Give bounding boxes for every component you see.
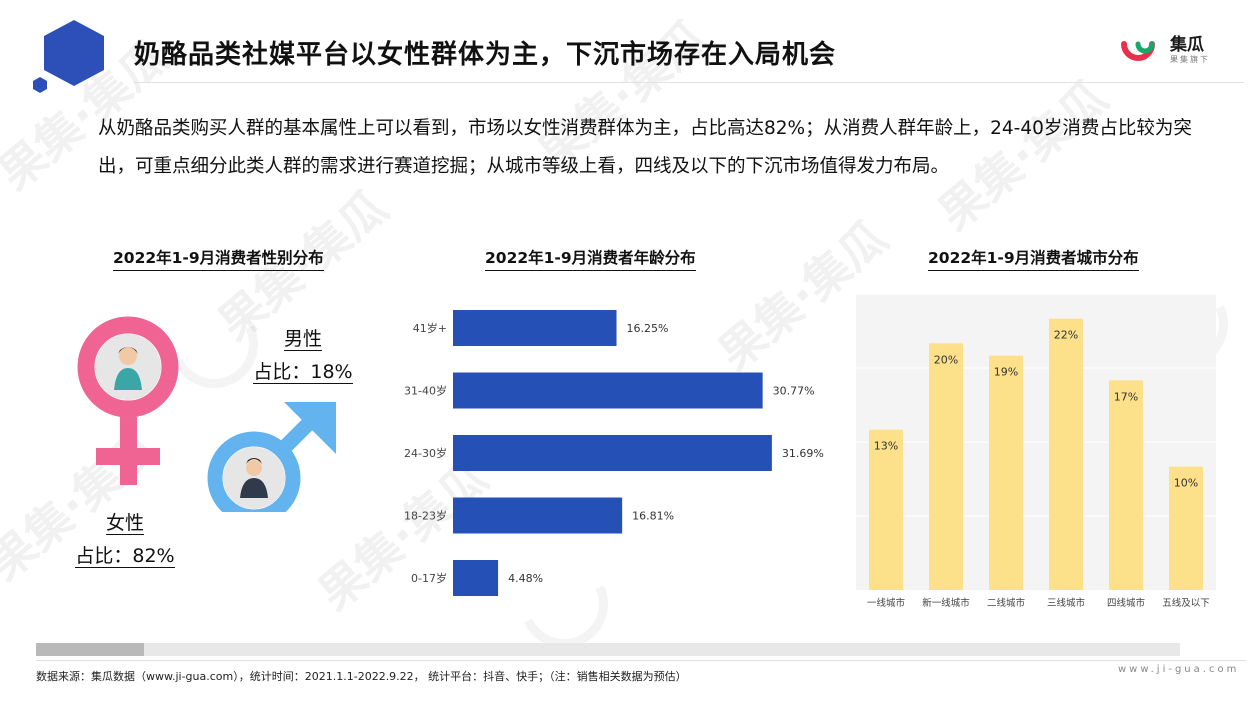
small-hexagon-icon <box>33 77 47 93</box>
city-category-label: 一线城市 <box>867 597 906 609</box>
title-divider <box>134 82 1244 83</box>
age-value-label: 16.25% <box>627 322 669 335</box>
age-value-label: 4.48% <box>508 572 543 585</box>
city-bar <box>1049 318 1083 590</box>
age-bar <box>453 435 772 471</box>
female-share: 占比：82% <box>75 545 175 568</box>
hexagon-decoration-icon <box>44 20 104 86</box>
age-bar <box>453 372 763 409</box>
progress-thumb <box>36 643 144 656</box>
male-label: 男性 <box>283 328 322 351</box>
progress-track <box>36 643 1180 656</box>
city-category-label: 四线城市 <box>1107 597 1146 609</box>
city-value-label: 19% <box>994 366 1018 379</box>
brand-subtitle: 果集旗下 <box>1170 55 1210 64</box>
summary-text: 从奶酪品类购买人群的基本属性上可以看到，市场以女性消费群体为主，占比高达82%；… <box>98 118 1192 177</box>
city-category-label: 新一线城市 <box>922 597 970 609</box>
age-category-label: 31-40岁 <box>404 384 447 398</box>
city-value-label: 17% <box>1114 390 1138 403</box>
city-bar <box>869 429 903 590</box>
source-note: 数据来源：集瓜数据（www.ji-gua.com），统计时间：2021.1.1-… <box>36 670 687 683</box>
site-url: www.ji-gua.com <box>1118 664 1240 675</box>
city-value-label: 10% <box>1174 477 1198 490</box>
city-category-label: 二线城市 <box>987 597 1026 609</box>
female-symbol-icon <box>77 316 179 485</box>
age-category-label: 24-30岁 <box>404 446 447 460</box>
female-label-group: 女性 占比：82% <box>64 508 186 568</box>
city-bar <box>1109 380 1143 590</box>
age-category-label: 0-17岁 <box>411 571 447 585</box>
city-bar <box>929 343 963 590</box>
city-bar-chart: 13% 一线城市 20% 新一线城市 19% 二线城市 22% 三线城市 17% 四线城市 10% 五… <box>856 294 1216 609</box>
age-category-label: 18-23岁 <box>404 509 447 523</box>
city-value-label: 13% <box>874 440 898 453</box>
age-category-label: 41岁+ <box>413 321 447 335</box>
footer-divider <box>36 660 1246 661</box>
city-bar <box>1169 466 1203 590</box>
page-title: 奶酪品类社媒平台以女性群体为主，下沉市场存在入局机会 <box>134 40 837 70</box>
city-value-label: 22% <box>1054 329 1078 342</box>
gender-chart-title: 2022年1-9月消费者性别分布 <box>113 246 324 271</box>
brand-name: 集瓜 <box>1170 35 1204 55</box>
male-label-group: 男性 占比：18% <box>242 324 364 384</box>
age-value-label: 31.69% <box>782 447 824 460</box>
female-label: 女性 <box>105 512 144 535</box>
age-bar-chart: 41岁+ 16.25% 31-40岁 30.77% 24-30岁 31.69% 18-23岁… <box>404 310 824 596</box>
brand-logo-icon <box>1121 41 1155 61</box>
city-category-label: 五线及以下 <box>1162 597 1210 609</box>
male-symbol-icon <box>207 402 336 512</box>
age-value-label: 30.77% <box>773 385 815 398</box>
age-bar <box>453 310 617 346</box>
city-category-label: 三线城市 <box>1047 597 1086 609</box>
city-chart-title: 2022年1-9月消费者城市分布 <box>928 246 1139 271</box>
age-bar <box>453 497 623 534</box>
city-bar <box>989 355 1023 590</box>
city-value-label: 20% <box>934 353 958 366</box>
male-share: 占比：18% <box>253 361 353 384</box>
age-bar <box>453 560 499 596</box>
age-chart-title: 2022年1-9月消费者年龄分布 <box>485 246 696 271</box>
age-value-label: 16.81% <box>632 510 674 523</box>
